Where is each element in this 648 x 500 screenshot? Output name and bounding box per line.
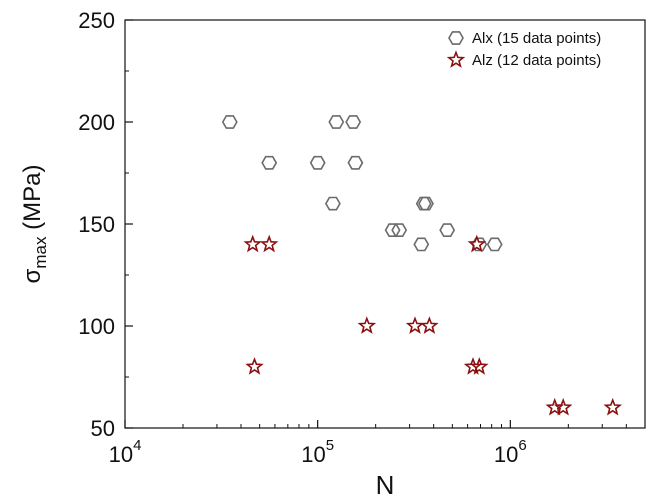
alx-data-point: [414, 238, 428, 250]
y-tick-label: 50: [91, 416, 115, 441]
legend-label: Alz (12 data points): [472, 52, 601, 69]
alx-data-point: [311, 157, 325, 169]
axis-ticks: [125, 20, 626, 428]
y-axis-label: σmax (MPa): [19, 165, 50, 284]
alz-data-point: [408, 319, 422, 333]
legend-label: Alx (15 data points): [472, 30, 601, 47]
series-alx: [223, 116, 502, 251]
legend-marker-hexagon: [449, 32, 463, 44]
alx-data-point: [346, 116, 360, 128]
plot-area: [125, 20, 645, 428]
alx-data-point: [223, 116, 237, 128]
alz-data-point: [606, 400, 620, 414]
x-tick-label-exponent: 4: [133, 437, 141, 454]
alz-data-point: [246, 237, 260, 251]
alz-data-point: [247, 359, 261, 373]
legend-marker-star: [449, 53, 463, 67]
y-axis-label-subscript: max: [31, 236, 50, 269]
alx-data-point: [329, 116, 343, 128]
y-axis-label-symbol: σ: [19, 268, 46, 283]
series-alz: [246, 237, 620, 414]
x-tick-label: 106: [494, 437, 527, 467]
y-tick-label: 150: [78, 212, 115, 237]
y-axis-label-unit: (MPa): [19, 165, 46, 237]
alx-data-point: [348, 157, 362, 169]
y-tick-label: 100: [78, 314, 115, 339]
x-tick-label: 105: [301, 437, 334, 467]
alx-data-point: [326, 198, 340, 210]
x-axis-label: N: [376, 470, 395, 500]
alz-data-point: [422, 319, 436, 333]
data-markers: [223, 116, 620, 414]
x-tick-label: 104: [109, 437, 142, 467]
alz-data-point: [360, 319, 374, 333]
x-tick-label-base: 10: [301, 442, 325, 467]
alx-data-point: [262, 157, 276, 169]
y-tick-label: 250: [78, 8, 115, 33]
x-tick-label-exponent: 5: [326, 437, 334, 454]
legend-entry: Alz (12 data points): [449, 52, 601, 69]
x-tick-label-base: 10: [494, 442, 518, 467]
x-tick-label-exponent: 6: [518, 437, 526, 454]
x-tick-label-base: 10: [109, 442, 133, 467]
legend-entry: Alx (15 data points): [449, 30, 601, 47]
legend: Alx (15 data points) Alz (12 data points): [449, 30, 601, 69]
plot-frame: [125, 20, 645, 428]
alx-data-point: [488, 238, 502, 250]
alx-data-point: [440, 224, 454, 236]
y-tick-label: 200: [78, 110, 115, 135]
alz-data-point: [262, 237, 276, 251]
